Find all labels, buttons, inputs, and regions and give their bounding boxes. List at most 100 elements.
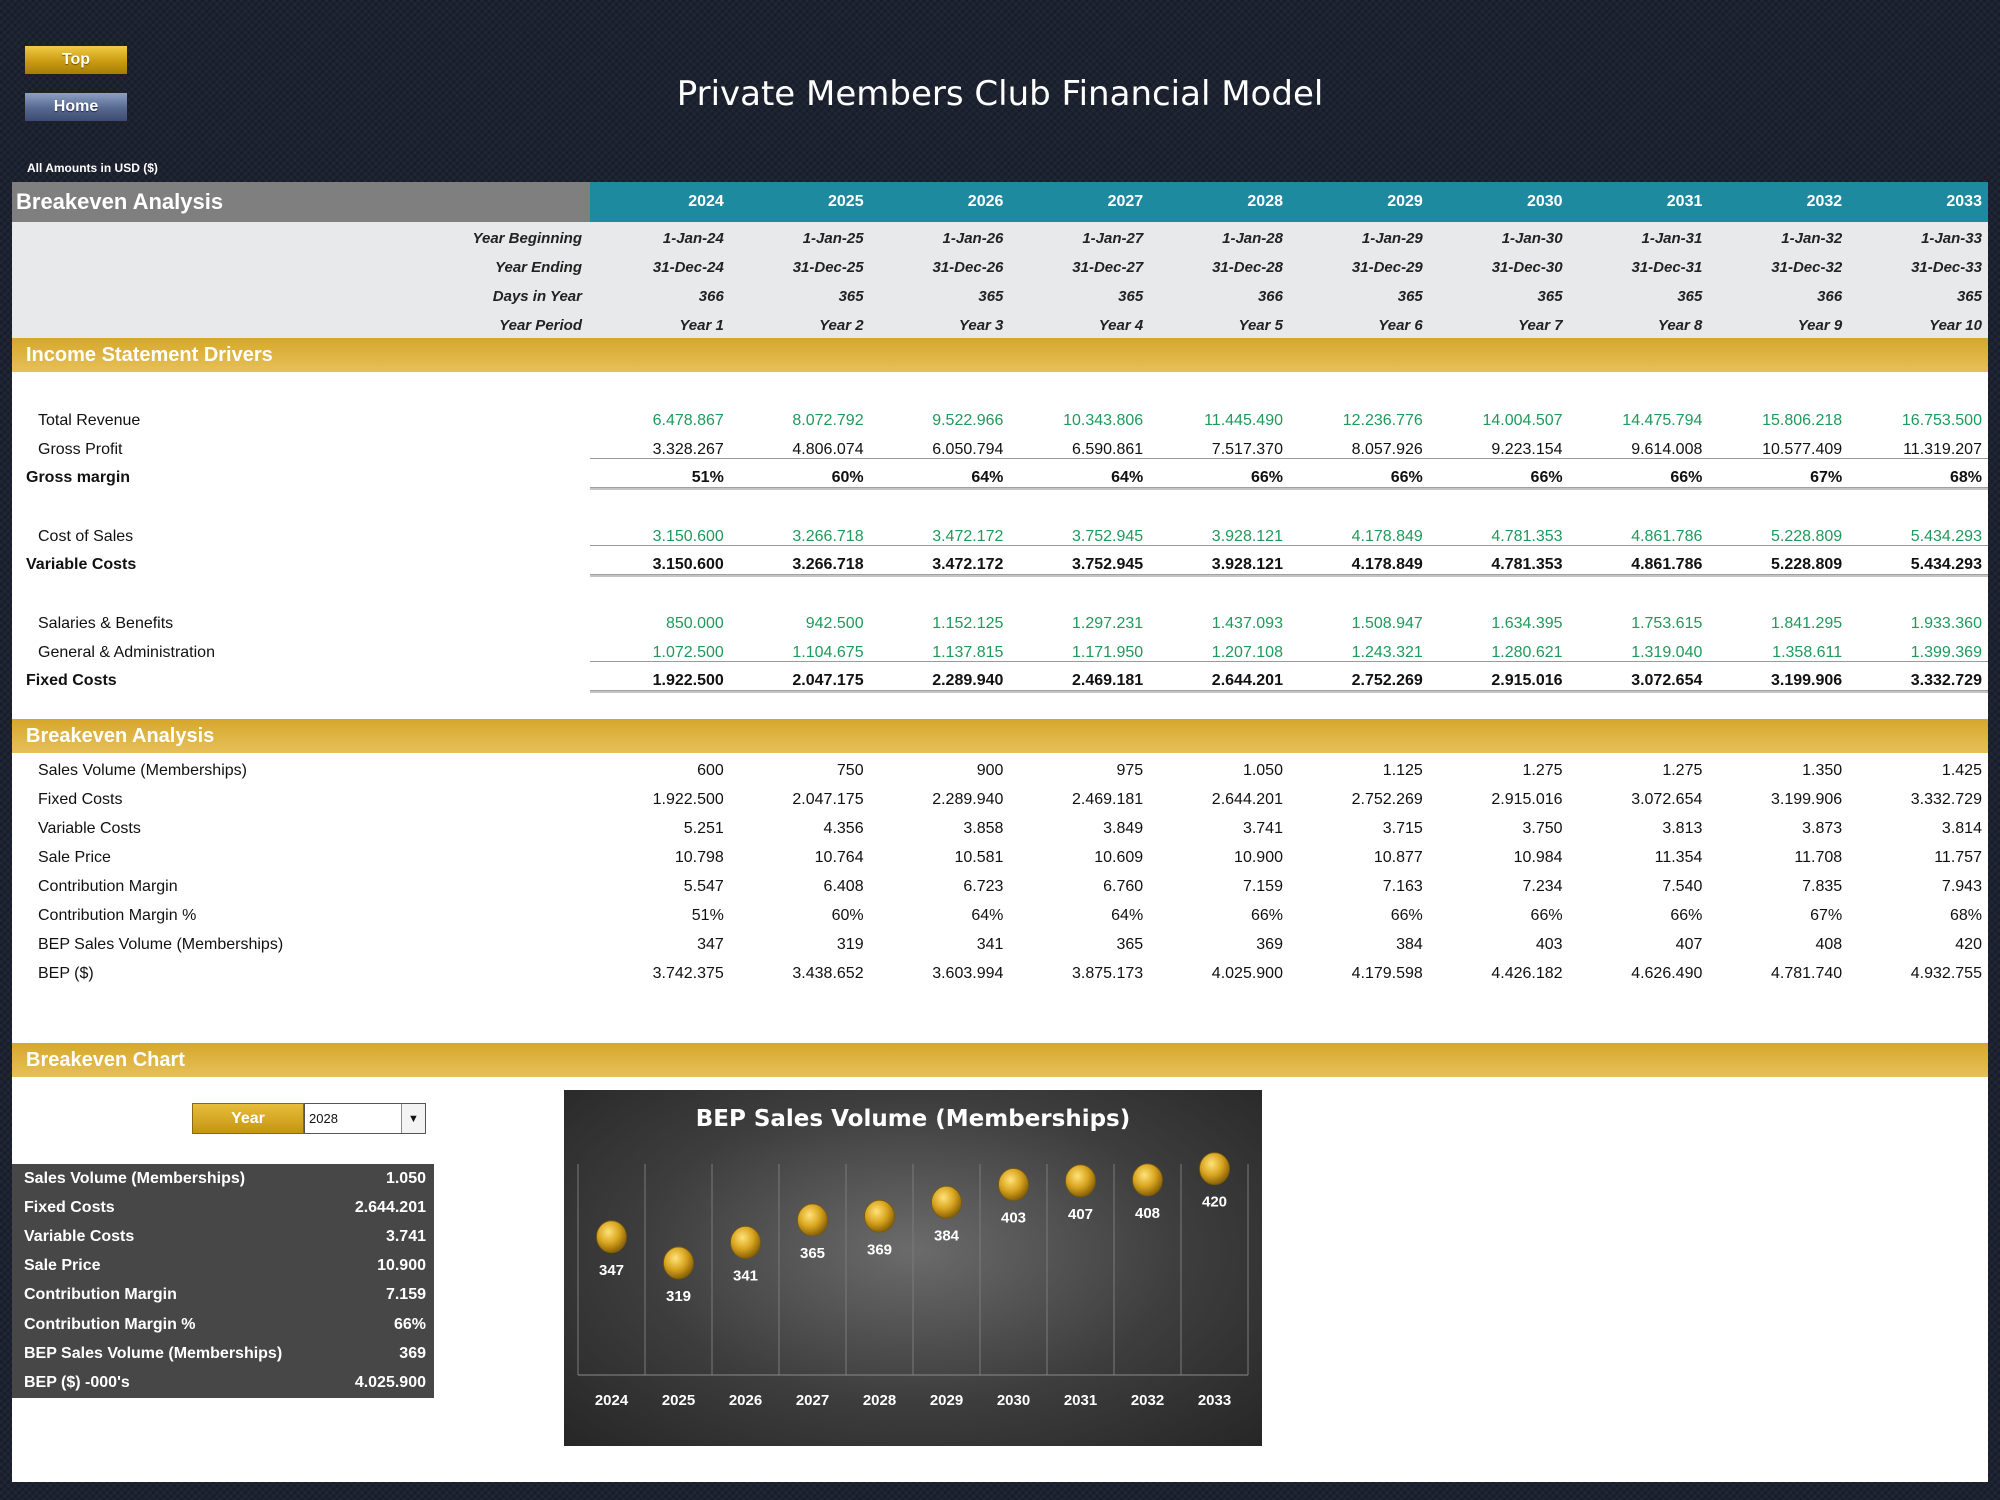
cell: 1-Jan-33 (1921, 230, 1982, 247)
row-label: Year Beginning (472, 230, 582, 247)
cell: 31-Dec-33 (1911, 259, 1982, 276)
year-dropdown[interactable]: 2028 ▼ (304, 1103, 426, 1134)
cell: 2028 (1247, 193, 1283, 210)
cell: 3.873 (1802, 820, 1843, 837)
summary-label: Contribution Margin (24, 1286, 177, 1304)
cell: 66% (1250, 469, 1283, 486)
summary-value: 7.159 (385, 1286, 426, 1304)
summary-label: Sales Volume (Memberships) (24, 1169, 246, 1187)
cell: 31-Dec-25 (792, 259, 864, 276)
cell: 4.781.353 (1491, 556, 1563, 573)
x-tick-label: 2029 (930, 1392, 963, 1409)
summary-value: 4.025.900 (354, 1373, 426, 1391)
cell: 3.472.172 (932, 528, 1004, 545)
summary-row: Contribution Margin % 66% (12, 1310, 434, 1339)
cell: 10.577.409 (1762, 441, 1843, 458)
cell: 11.354 (1654, 849, 1703, 866)
summary-panel: Sales Volume (Memberships) 1.050 Fixed Cos… (12, 1164, 434, 1398)
row-label: Fixed Costs (38, 791, 123, 808)
cell: 1-Jan-24 (662, 230, 724, 247)
cell: 408 (1815, 936, 1843, 953)
salaries-row: Salaries & Benefits 850.000 942.500 1.152.… (12, 610, 1988, 638)
home-button[interactable]: Home (24, 92, 128, 122)
cell: 14.475.794 (1622, 412, 1703, 429)
cell: 2024 (688, 193, 724, 210)
cell: 9.223.154 (1491, 441, 1563, 458)
cell: 3.752.945 (1072, 528, 1144, 545)
cell: 3.752.945 (1072, 556, 1144, 573)
top-button[interactable]: Top (24, 45, 128, 75)
cell: 2032 (1806, 193, 1843, 210)
cell: 6.478.867 (652, 412, 724, 429)
summary-row: BEP ($) -000's 4.025.900 (12, 1368, 434, 1397)
row-values: 10.798 10.764 10.581 10.609 10.900 10.877 10.9… (590, 849, 1988, 867)
summary-value: 369 (399, 1344, 426, 1362)
row-label: Variable Costs (38, 820, 141, 837)
cell: 11.445.490 (1204, 412, 1283, 429)
be-variable-costs-row: Variable Costs 5.251 4.356 3.858 3.849 3.741… (12, 815, 1988, 843)
cell: 11.708 (1794, 849, 1843, 866)
cell: 1.922.500 (652, 672, 724, 689)
cell: 407 (1675, 936, 1703, 953)
chevron-down-icon[interactable]: ▼ (401, 1104, 425, 1133)
be-fixed-costs-row: Fixed Costs 1.922.500 2.047.175 2.289.940 2… (12, 786, 1988, 814)
cell: 1-Jan-31 (1641, 230, 1703, 247)
cell: 66% (1250, 907, 1283, 924)
summary-row: Variable Costs 3.741 (12, 1222, 434, 1251)
cell: Year 10 (1929, 317, 1982, 334)
row-values: 3.742.375 3.438.652 3.603.994 3.875.173 4.02… (590, 965, 1988, 983)
cell: 5.434.293 (1910, 528, 1982, 545)
cell: 3.742.375 (652, 965, 724, 982)
x-tick-label: 2027 (796, 1392, 829, 1409)
cell: 4.861.786 (1631, 556, 1703, 573)
cell: 1.319.040 (1631, 644, 1703, 661)
cell: 1.399.369 (1910, 644, 1982, 661)
cell: 2031 (1666, 193, 1703, 210)
year-button[interactable]: Year (192, 1103, 304, 1134)
cell: 67% (1810, 469, 1843, 486)
chart-canvas: 347 2024 319 2025 341 2026 365 2027 369 2028 384 20… (577, 1152, 1249, 1409)
cell: 1.922.500 (652, 791, 724, 808)
cell: 1-Jan-25 (802, 230, 864, 247)
row-label: Days in Year (492, 288, 582, 305)
cell: 10.900 (1234, 849, 1283, 866)
row-label: Total Revenue (38, 412, 141, 429)
data-point (596, 1220, 627, 1254)
cell: 7.540 (1662, 878, 1703, 895)
summary-value: 1.050 (385, 1169, 426, 1187)
cell: 3.072.654 (1631, 791, 1703, 808)
cell: 1.634.395 (1491, 615, 1563, 632)
row-values: 31-Dec-24 31-Dec-25 31-Dec-26 31-Dec-27 31-D… (590, 259, 1988, 276)
cell: 8.057.926 (1351, 441, 1423, 458)
general-admin-row: General & Administration 1.072.500 1.104.… (12, 639, 1988, 667)
data-point (998, 1168, 1029, 1201)
cell: 4.781.740 (1770, 965, 1843, 982)
cell: 2.644.201 (1211, 672, 1283, 689)
cell: 3.328.267 (652, 441, 724, 458)
cell: 66% (1670, 469, 1703, 486)
sale-price-row: Sale Price 10.798 10.764 10.581 10.609 10.90… (12, 844, 1988, 872)
cell: 1.753.615 (1631, 615, 1703, 632)
row-values: 51% 60% 64% 64% 66% 66% 66% 66% 67% 68% (590, 907, 1988, 925)
row-label: Variable Costs (26, 556, 137, 573)
cell: 2.469.181 (1072, 791, 1144, 808)
cell: 420 (1955, 936, 1982, 953)
row-values: 5.251 4.356 3.858 3.849 3.741 3.715 3.750 3.813… (590, 820, 1988, 838)
cell: 365 (978, 288, 1004, 305)
data-point (1199, 1152, 1230, 1186)
cell: 365 (1118, 288, 1144, 305)
cell: 60% (831, 469, 864, 486)
cell: 1.358.611 (1772, 644, 1843, 661)
cell: 1.933.360 (1910, 615, 1982, 632)
row-label: Gross Profit (38, 441, 123, 458)
data-label: 365 (800, 1245, 825, 1262)
cell: 1.104.675 (792, 644, 864, 661)
cell: 64% (971, 907, 1004, 924)
cell: 1.152.125 (932, 615, 1004, 632)
contribution-margin-pct-row: Contribution Margin % 51% 60% 64% 64% 66% 66%… (12, 902, 1988, 930)
cell: 3.438.652 (792, 965, 864, 982)
cell: 66% (1390, 469, 1423, 486)
row-label: Contribution Margin (38, 878, 178, 895)
cell: 2.047.175 (792, 791, 864, 808)
x-tick-label: 2025 (662, 1392, 695, 1409)
